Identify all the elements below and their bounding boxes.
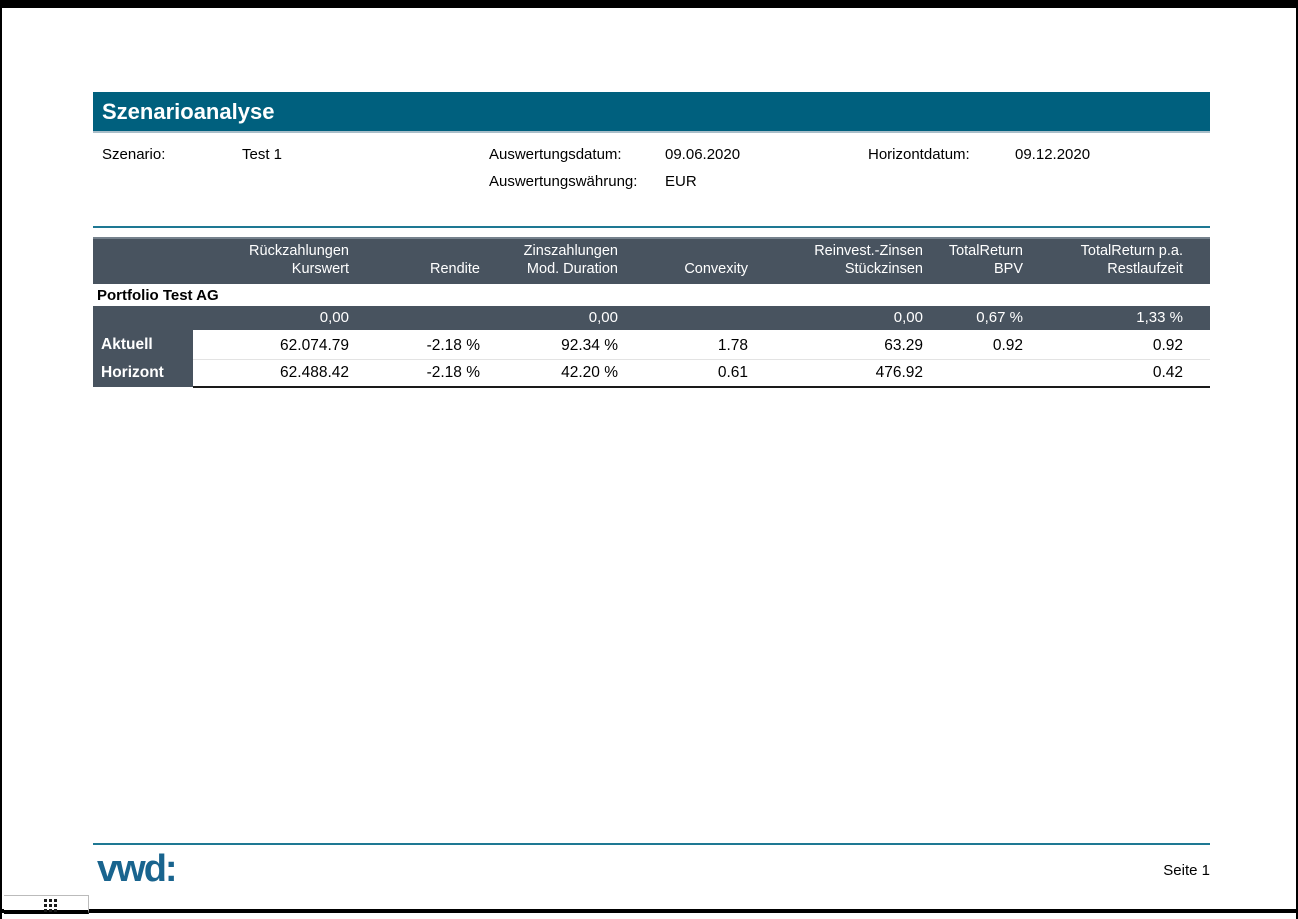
col-header-empty: [93, 237, 193, 284]
szenario-value: Test 1: [242, 146, 283, 163]
grid-dots-icon: [44, 899, 57, 912]
group-title: Portfolio Test AG: [93, 284, 1210, 306]
scenario-table: Rückzahlungen Kurswert Rendite Zinszahlu…: [93, 237, 1210, 388]
cell-rendite: -2.18 %: [359, 359, 490, 388]
auswertungswaehrung-label: Auswertungswährung:: [489, 173, 638, 190]
cell-convexity: 0.61: [628, 359, 758, 388]
col-header-bpv: TotalReturn BPV: [933, 237, 1033, 284]
cell-rendite: -2.18 %: [359, 331, 490, 360]
cell-bpv: [933, 359, 1033, 388]
row-label: Horizont: [93, 359, 193, 387]
row-label: Aktuell: [93, 331, 193, 359]
col-header-rendite: Rendite: [359, 237, 490, 284]
page-title: Szenarioanalyse: [102, 99, 275, 124]
szenario-label: Szenario:: [102, 146, 166, 163]
horizontdatum-value: 09.12.2020: [1015, 146, 1091, 163]
table-header-row: Rückzahlungen Kurswert Rendite Zinszahlu…: [93, 237, 1210, 284]
cell-restlaufzeit: 0.92: [1033, 331, 1210, 360]
summary-cell: 0,67 %: [933, 306, 1033, 333]
window-bottom-bar: [2, 909, 1296, 913]
auswertungswaehrung-value: EUR: [665, 173, 697, 190]
window-top-bar: [2, 0, 1296, 8]
page-number: Seite 1: [1163, 862, 1210, 879]
col-header-kurswert: Rückzahlungen Kurswert: [193, 237, 359, 284]
table-row-horizont: Horizont 62.488.42 -2.18 % 42.20 % 0.61 …: [93, 359, 1210, 388]
cell-convexity: 1.78: [628, 331, 758, 360]
col-header-stueckzinsen: Reinvest.-Zinsen Stückzinsen: [758, 237, 933, 284]
summary-cell: 0,00: [490, 306, 628, 333]
summary-cell: [359, 306, 490, 333]
grid-dots-button[interactable]: [4, 895, 89, 914]
cell-restlaufzeit: 0.42: [1033, 359, 1210, 388]
table-row-aktuell: Aktuell 62.074.79 -2.18 % 92.34 % 1.78 6…: [93, 331, 1210, 360]
col-header-mod-duration: Zinszahlungen Mod. Duration: [490, 237, 628, 284]
separator-rule-top: [93, 226, 1210, 228]
cell-mod-duration: 42.20 %: [490, 359, 628, 388]
summary-cell: 0,00: [758, 306, 933, 333]
cell-kurswert: 62.074.79: [193, 331, 359, 360]
cell-kurswert: 62.488.42: [193, 359, 359, 388]
summary-row: 0,00 0,00 0,00 0,67 % 1,33 %: [93, 306, 1210, 333]
cell-stueckzinsen: 63.29: [758, 331, 933, 360]
horizontdatum-label: Horizontdatum:: [868, 146, 970, 163]
auswertungsdatum-label: Auswertungsdatum:: [489, 146, 622, 163]
group-title-row: Portfolio Test AG: [93, 284, 1210, 306]
vwd-logo: vwd:: [97, 848, 178, 890]
cell-mod-duration: 92.34 %: [490, 331, 628, 360]
summary-cell: 1,33 %: [1033, 306, 1210, 333]
summary-cell: 0,00: [193, 306, 359, 333]
col-header-convexity: Convexity: [628, 237, 758, 284]
cell-stueckzinsen: 476.92: [758, 359, 933, 388]
cell-bpv: 0.92: [933, 331, 1033, 360]
auswertungsdatum-value: 09.06.2020: [665, 146, 741, 163]
separator-rule-footer: [93, 843, 1210, 845]
col-header-restlaufzeit: TotalReturn p.a. Restlaufzeit: [1033, 237, 1210, 284]
report-title-bar: Szenarioanalyse: [93, 92, 1210, 133]
summary-label-cell: [93, 306, 193, 331]
summary-cell: [628, 306, 758, 333]
